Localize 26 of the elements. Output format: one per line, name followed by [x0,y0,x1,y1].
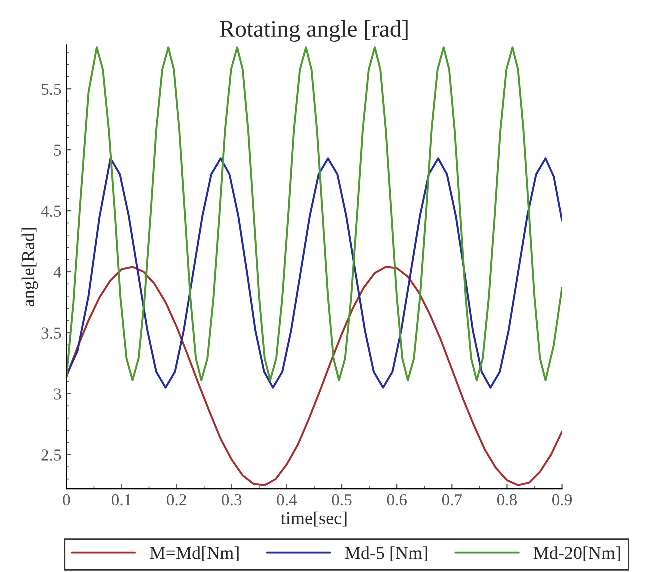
x-tick-label: 0.2 [167,494,186,506]
y-tick-label: 5.5 [42,84,62,96]
y-tick-label: 4.5 [41,206,62,218]
x-tick-label: 0.9 [552,494,572,506]
line-series [66,158,562,389]
y-axis-title: angle[Rad] [22,228,38,307]
x-tick-label: 0.6 [387,494,408,506]
legend-label: M=Md[Nm] [150,546,239,562]
line-series [66,266,562,486]
x-tick-label: 0.7 [442,494,462,506]
y-tick-label: 3 [54,388,62,400]
y-tick-label: 5 [54,144,62,156]
y-tick-label: 4 [54,266,62,278]
x-tick-label: 0.4 [277,494,298,506]
legend-label: Md-5 [Nm] [345,546,428,562]
x-tick-label: 0 [63,494,70,506]
y-tick-label: 3.5 [42,328,62,339]
x-axis-title: time[sec] [281,512,347,527]
x-tick-label: 0.1 [112,494,132,506]
x-tick-label: 0.3 [222,494,242,506]
x-tick-label: 0.8 [497,494,517,506]
line-series [66,46,562,382]
y-tick-label: 2.5 [42,450,62,461]
chart-title: Rotating angle [rad] [220,20,408,42]
legend-label: Md-20[Nm] [534,546,620,562]
x-tick-label: 0.5 [332,494,352,506]
